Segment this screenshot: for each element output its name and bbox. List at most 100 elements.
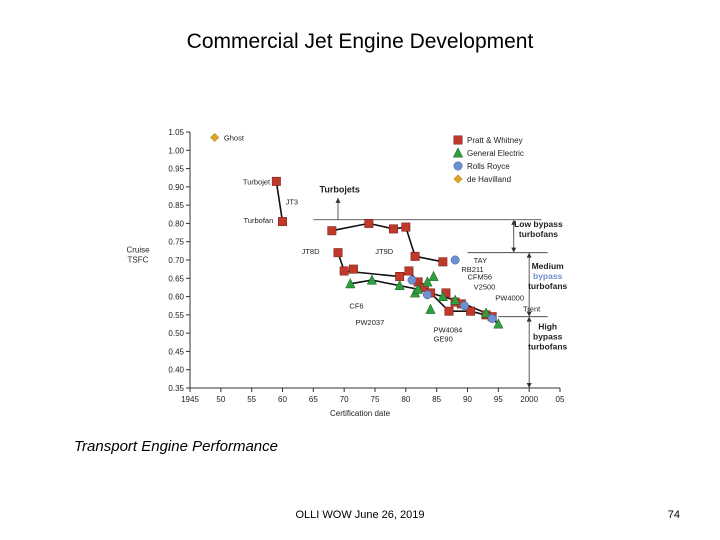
y-tick-label: 0.70 (168, 256, 184, 265)
point-general-electric (345, 278, 356, 289)
point-pratt-whitney (401, 222, 411, 232)
point-pratt-whitney (271, 176, 281, 186)
x-tick-label: 50 (216, 395, 225, 404)
series-line (331, 222, 443, 263)
point-pratt-whitney (438, 257, 448, 267)
point-pratt-whitney (364, 218, 374, 228)
chart-plot: 0.35 0.40 0.45 0.50 0.55 0.60 0.65 0.70 0.75 0.80… (126, 128, 567, 418)
x-tick-label: 80 (401, 395, 410, 404)
legend-marker (453, 135, 463, 145)
x-tick-label: 60 (278, 395, 287, 404)
x-tick-label: 55 (247, 395, 256, 404)
x-tick-label: 65 (309, 395, 318, 404)
y-tick-label: 1.00 (168, 146, 184, 155)
region-label-high-bypass: bypass (533, 331, 563, 341)
low-bypass-arrow-head (511, 219, 517, 225)
point-pratt-whitney (404, 266, 414, 276)
point-label: Ghost (224, 133, 245, 142)
point-general-electric (450, 294, 461, 305)
legend-marker (453, 174, 463, 184)
point-pratt-whitney (410, 251, 420, 261)
point-general-electric (413, 283, 424, 294)
point-rolls-royce (459, 301, 469, 311)
y-axis-label: TSFC (128, 256, 149, 265)
x-axis-label: Certification date (330, 409, 391, 418)
point-general-electric (493, 318, 504, 329)
point-general-electric (428, 270, 439, 281)
point-label: Trent (523, 305, 541, 314)
point-label: CF6 (349, 302, 363, 311)
x-tick-label: 1945 (181, 395, 199, 404)
y-tick-label: 0.50 (168, 329, 184, 338)
chart-figure: 0.35 0.40 0.45 0.50 0.55 0.60 0.65 0.70 0.75 0.80… (120, 118, 610, 428)
point-general-electric (394, 279, 405, 291)
slide-title: Commercial Jet Engine Development (186, 30, 534, 53)
y-tick-label: 0.65 (168, 274, 184, 283)
y-tick-label: 0.95 (168, 165, 184, 174)
region-label-high-bypass: turbofans (528, 341, 567, 351)
point-label: JT3 (286, 197, 299, 206)
y-tick-label: 0.45 (168, 347, 184, 356)
point-pratt-whitney (327, 226, 337, 236)
slide-footer: OLLI WOW June 26, 2019 (295, 509, 425, 521)
legend-marker (453, 161, 463, 171)
x-tick-label: 85 (432, 395, 441, 404)
region-label-medium-bypass: turbofans (528, 281, 567, 291)
point-pratt-whitney (395, 272, 405, 281)
point-pratt-whitney (348, 264, 358, 274)
point-rolls-royce (487, 314, 497, 323)
legend-label: de Havilland (467, 175, 511, 184)
point-general-electric (480, 307, 492, 318)
point-label: Turbojet (243, 177, 271, 186)
point-label: Turbofan (244, 216, 274, 225)
y-tick-label: 0.90 (168, 183, 184, 192)
point-label: V2500 (474, 282, 496, 291)
point-general-electric (366, 274, 378, 285)
y-tick-label: 1.05 (168, 128, 184, 137)
y-tick-label: 0.35 (168, 384, 184, 393)
y-tick-label: 0.80 (168, 219, 184, 228)
x-tick-label: 95 (494, 395, 503, 404)
region-label-medium-bypass: bypass (533, 271, 563, 281)
point-general-electric (425, 303, 436, 314)
point-label: PW4084 (434, 325, 463, 334)
y-tick-label: 0.75 (168, 238, 184, 247)
x-tick-label: 05 (556, 395, 565, 404)
x-tick-label: 70 (340, 395, 349, 404)
point-general-electric (437, 290, 448, 302)
medium-bypass-arrow-head (526, 311, 532, 317)
point-label: RB211 (461, 265, 483, 274)
region-label-turbojets: Turbojets (320, 184, 360, 194)
point-pratt-whitney (339, 266, 349, 276)
region-label-high-bypass: High (538, 321, 557, 331)
point-label: TAY (474, 256, 487, 265)
point-label: JT9D (375, 247, 394, 256)
x-tick-label: 90 (463, 395, 472, 404)
y-tick-label: 0.85 (168, 201, 184, 210)
region-label-low-bypass: Low bypass (514, 219, 563, 229)
page-number: 74 (667, 509, 680, 521)
legend-label: General Electric (467, 149, 524, 158)
point-general-electric (422, 276, 433, 287)
point-pratt-whitney (466, 306, 476, 316)
region-label-low-bypass: turbofans (519, 229, 558, 239)
region-label-medium-bypass: Medium (532, 261, 565, 271)
point-label: CFM56 (468, 272, 493, 281)
x-tick-label: 75 (371, 395, 380, 404)
high-bypass-arrow-head (526, 383, 532, 388)
y-tick-label: 0.55 (168, 311, 184, 320)
point-rolls-royce (450, 255, 460, 265)
point-label: JT8D (302, 247, 321, 256)
point-de-havilland (210, 132, 220, 143)
turbojets-arrow-head (335, 197, 341, 203)
point-pratt-whitney (389, 224, 398, 234)
x-tick-label: 2000 (520, 395, 538, 404)
point-pratt-whitney (333, 248, 343, 258)
y-tick-label: 0.40 (168, 366, 184, 375)
medium-bypass-arrow-head (526, 252, 532, 258)
legend-label: Rolls Royce (467, 162, 510, 171)
low-bypass-arrow-head (511, 247, 517, 253)
point-pratt-whitney (444, 306, 454, 316)
legend-marker (452, 147, 464, 158)
high-bypass-arrow-head (526, 316, 532, 322)
